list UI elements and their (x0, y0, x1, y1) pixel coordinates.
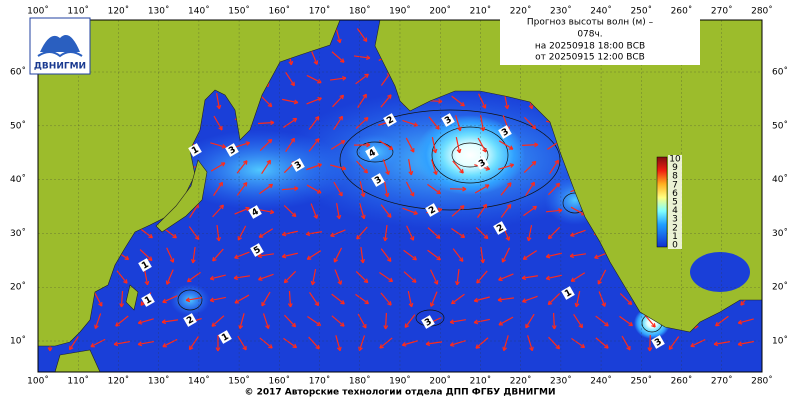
lon-label-bottom: 260˚ (671, 376, 693, 387)
lon-label-bottom: 230˚ (550, 376, 572, 387)
lat-label-right: 30˚ (772, 228, 788, 239)
lon-label-top: 160˚ (268, 6, 290, 17)
lat-label-left: 60˚ (10, 67, 26, 78)
lon-label-bottom: 120˚ (108, 376, 130, 387)
lon-label-bottom: 160˚ (268, 376, 290, 387)
lon-label-top: 220˚ (510, 6, 532, 17)
lon-label-bottom: 150˚ (228, 376, 250, 387)
lon-label-bottom: 200˚ (429, 376, 451, 387)
lon-label-top: 270˚ (711, 6, 733, 17)
lat-label-left: 30˚ (10, 228, 26, 239)
lon-label-top: 190˚ (389, 6, 411, 17)
lat-label-left: 40˚ (10, 174, 26, 185)
logo: ДВНИГМИ (30, 18, 90, 74)
logo-text: ДВНИГМИ (34, 62, 86, 72)
lat-label-right: 40˚ (772, 174, 788, 185)
lon-label-top: 280˚ (751, 6, 773, 17)
title: Прогноз высоты волн (м) – (527, 18, 654, 28)
colorbar-label: 8 (672, 172, 678, 182)
lon-label-top: 230˚ (550, 6, 572, 17)
colorbar-label: 0 (672, 241, 678, 251)
lon-label-top: 180˚ (349, 6, 371, 17)
lat-label-right: 50˚ (772, 120, 788, 131)
valid-time: на 20250918 18:00 ВСВ (535, 42, 645, 52)
lat-label-right: 10˚ (772, 336, 788, 347)
title-box: Прогноз высоты волн (м) – 078ч. на 20250… (500, 15, 700, 65)
arrow-shaft (522, 145, 538, 146)
colorbar-label: 1 (672, 232, 678, 242)
lead-time: 078ч. (577, 30, 602, 40)
lon-label-bottom: 270˚ (711, 376, 733, 387)
arrow-shaft (386, 313, 387, 329)
lon-label-top: 150˚ (228, 6, 250, 17)
lat-label-left: 50˚ (10, 120, 26, 131)
lon-label-top: 130˚ (148, 6, 170, 17)
arrow-shaft (554, 313, 555, 329)
lon-label-top: 240˚ (590, 6, 612, 17)
colorbar-label: 7 (672, 180, 678, 190)
colorbar-label: 9 (672, 163, 678, 173)
lon-label-bottom: 280˚ (751, 376, 773, 387)
lon-label-bottom: 140˚ (188, 376, 210, 387)
lon-label-top: 110˚ (67, 6, 89, 17)
lon-label-bottom: 130˚ (148, 376, 170, 387)
footer: © 2017 Авторские технологии отдела ДПП Ф… (244, 388, 555, 398)
lon-label-top: 140˚ (188, 6, 210, 17)
arrow-shaft (650, 335, 651, 351)
lat-label-right: 60˚ (772, 67, 788, 78)
issued-time: от 20250915 12:00 ВСВ (535, 53, 645, 63)
lon-label-bottom: 250˚ (630, 376, 652, 387)
lon-label-bottom: 110˚ (67, 376, 89, 387)
lon-label-top: 100˚ (27, 6, 49, 17)
colorbar-label: 3 (672, 215, 678, 225)
lon-label-bottom: 210˚ (470, 376, 492, 387)
lon-label-bottom: 100˚ (27, 376, 49, 387)
lon-label-top: 120˚ (108, 6, 130, 17)
lon-label-bottom: 220˚ (510, 376, 532, 387)
lon-label-bottom: 240˚ (590, 376, 612, 387)
colorbar-label: 2 (672, 223, 678, 233)
lon-label-bottom: 180˚ (349, 376, 371, 387)
colorbar-label: 6 (672, 189, 678, 199)
lon-label-bottom: 170˚ (309, 376, 331, 387)
lat-label-left: 20˚ (10, 282, 26, 293)
colorbar-label: 4 (672, 206, 678, 216)
lon-label-top: 170˚ (309, 6, 331, 17)
lon-label-top: 200˚ (429, 6, 451, 17)
lon-label-top: 210˚ (470, 6, 492, 17)
lon-label-top: 260˚ (671, 6, 693, 17)
lon-label-top: 250˚ (630, 6, 652, 17)
colorbar-label: 5 (672, 198, 678, 208)
colorbar-label: 10 (669, 155, 681, 165)
colorbar (657, 157, 667, 247)
lat-label-left: 10˚ (10, 336, 26, 347)
lon-label-bottom: 190˚ (389, 376, 411, 387)
lat-label-right: 20˚ (772, 282, 788, 293)
